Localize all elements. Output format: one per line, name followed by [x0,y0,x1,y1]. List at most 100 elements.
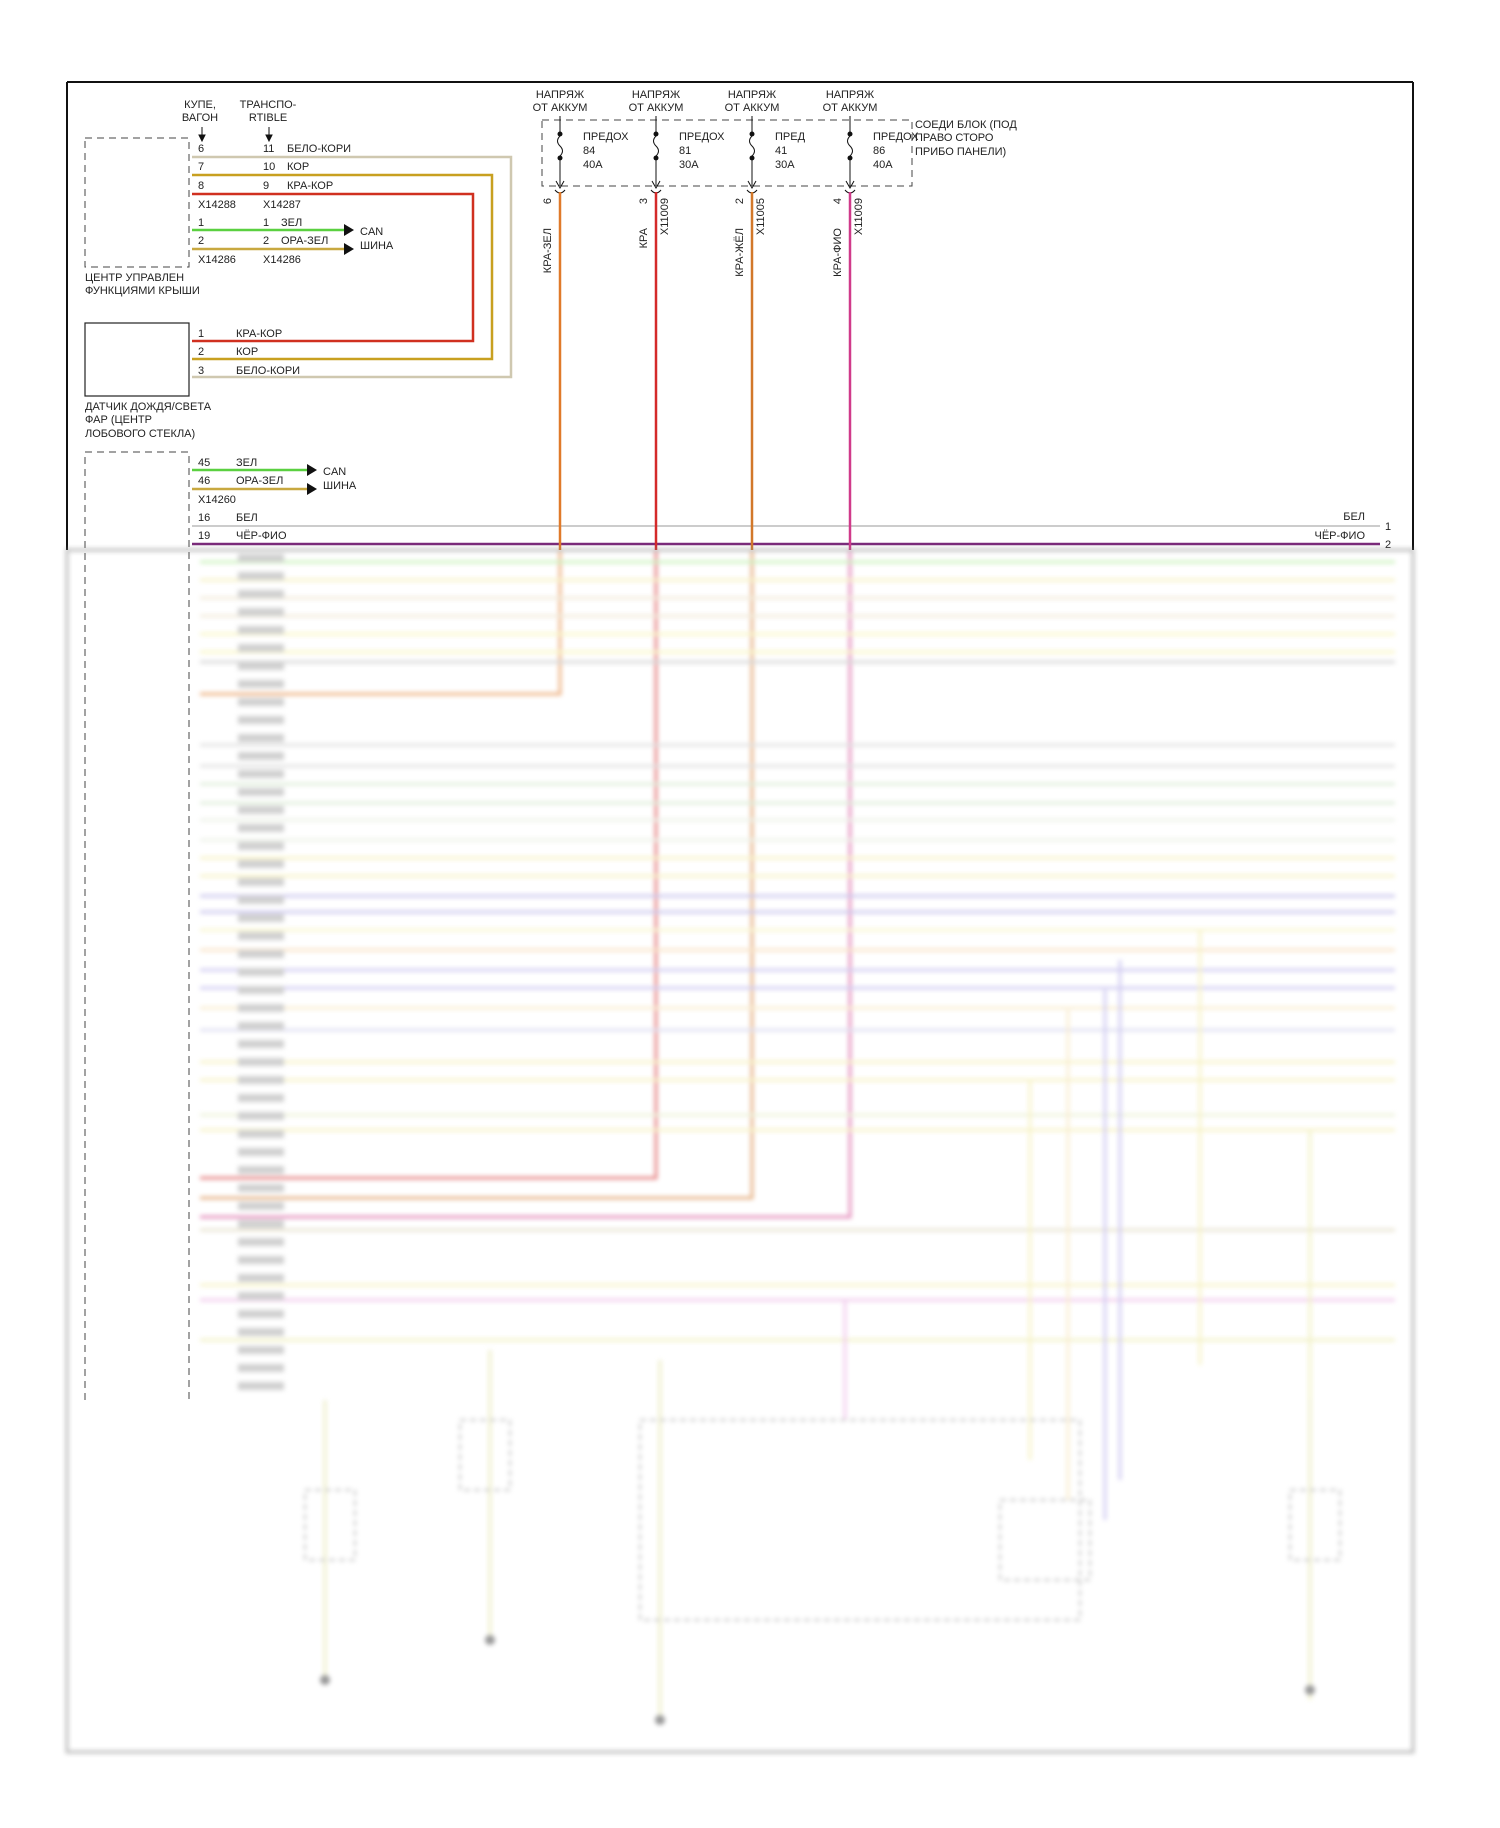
arrow-down-icon [555,180,565,190]
can-bus-label: CAN [323,466,346,478]
fuse-name: ПРЕДОХ [583,131,629,143]
faded-label [238,1328,284,1336]
arrow-right-icon [344,224,354,255]
arrow-down-icon [198,127,273,143]
fuse-name: ПРЕДОХ [679,131,725,143]
faded-label [238,1148,284,1156]
connector-id: X11009 [659,198,671,235]
ground-point-icon [1305,1685,1315,1695]
faded-label [238,1238,284,1246]
faded-label [238,1004,284,1012]
fuse-number: 84 [583,145,595,157]
faded-label [238,1274,284,1282]
module-label: ФУНКЦИЯМИ КРЫШИ [85,285,200,297]
pin-number: 1 [198,328,204,340]
rain-light-sensor: 1 КРА-КОР 2 КОР 3 БЕЛО-КОРИ ДАТЧИК ДОЖДЯ… [84,322,300,440]
arrow-down-icon [651,180,661,190]
pin-number: 2 [1385,539,1391,551]
fuse-number: 81 [679,145,691,157]
faded-label [238,1184,284,1192]
power-source-label: НАПРЯЖ [728,89,776,101]
sensor-label: ЛОБОВОГО СТЕКЛА) [85,428,195,440]
can-bus-label: ШИНА [360,240,394,252]
fuse-terminal [557,131,563,137]
faded-label [238,590,284,598]
faded-label [238,1364,284,1372]
faded-label [238,698,284,706]
diagram-frame [66,81,1414,550]
fuse-icon [847,135,853,157]
variant-label-convertible: RTIBLE [249,112,287,124]
module-label: ЦЕНТР УПРАВЛЕН [85,272,184,284]
power-source-label: НАПРЯЖ [536,89,584,101]
connector-id: X11009 [853,198,865,235]
fuse-terminal [653,131,659,137]
fuse-number: 41 [775,145,787,157]
faded-label [238,914,284,922]
pin-number: 4 [832,198,844,204]
wire-continuation [200,550,562,696]
faded-label [238,554,284,562]
faded-label [238,1202,284,1210]
faded-label [238,608,284,616]
faded-component [1289,1489,1341,1561]
fuse-block-label: СОЕДИ БЛОК (ПОД [915,119,1017,131]
faded-component [459,1419,511,1491]
faded-component [639,1419,1081,1621]
connector-id: X14287 [263,199,301,211]
pin-number: 45 [198,457,210,469]
pin-number: 6 [542,198,554,204]
pin-number: 3 [198,365,204,377]
power-source-label: ОТ АККУМ [823,102,878,114]
can-bus-label: CAN [360,226,383,238]
sensor-label: ФАР (ЦЕНТР [85,414,152,426]
variant-label-coupe: ВАГОН [182,112,218,124]
fuse-block: СОЕДИ БЛОК (ПОД ПРАВО СТОРО ПРИБО ПАНЕЛИ… [533,89,1017,550]
faded-label [238,824,284,832]
connector-id: X11005 [755,198,767,235]
fuse-block-label: ПРИБО ПАНЕЛИ) [915,146,1006,158]
wire-brown [192,173,494,361]
pin-number: 2 [198,346,204,358]
wire-label: ЗЕЛ [281,217,302,229]
faded-label [238,788,284,796]
wire-label: БЕЛ [1343,511,1365,523]
wire-label: КРА-ЗЕЛ [542,228,554,273]
faded-label [238,734,284,742]
can-bus-label: ШИНА [323,480,357,492]
roof-control-module: КУПЕ, ВАГОН ТРАНСПО- RTIBLE 6 11 БЕЛО-КО… [84,99,513,379]
fuse-icon [653,135,659,157]
pin-number: 2 [734,198,746,204]
fuse-rating: 40A [583,159,603,171]
fuse-block-label: ПРАВО СТОРО [915,132,994,144]
wire-label: КРА-КОР [287,180,333,192]
fuse-rating: 30A [775,159,795,171]
pin-number: 7 [198,161,204,173]
faded-label [238,986,284,994]
faded-label [238,1112,284,1120]
pin-number: 11 [263,143,274,155]
faded-label [238,896,284,904]
wire-label: ЧЁР-ФИО [236,530,287,542]
pin-number: 10 [263,161,275,173]
pin-number: 6 [198,143,204,155]
faded-label [238,1346,284,1354]
faded-label [238,860,284,868]
faded-label [238,950,284,958]
fuse-rating: 40A [873,159,893,171]
connector-id: X14288 [198,199,236,211]
wire-label: БЕЛО-КОРИ [236,365,300,377]
ground-point-icon [320,1675,330,1685]
body-module-box [84,451,190,1400]
pin-number: 1 [1385,521,1391,533]
faded-label [238,752,284,760]
faded-component [999,1499,1091,1581]
sensor-label: ДАТЧИК ДОЖДЯ/СВЕТА [85,401,212,413]
faded-label [238,1022,284,1030]
wire-label: БЕЛ [236,512,258,524]
faded-label [238,716,284,724]
variant-label-coupe: КУПЕ, [184,99,216,111]
